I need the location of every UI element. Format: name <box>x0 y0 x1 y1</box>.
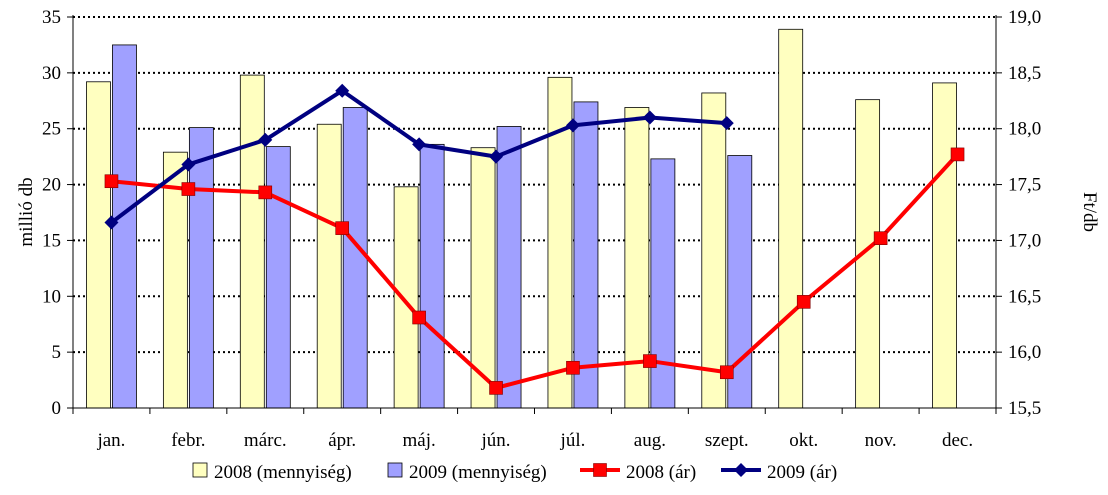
y-right-tick-label: 18,0 <box>1008 119 1041 140</box>
y-right-tick-label: 17,0 <box>1008 230 1041 251</box>
line-2-point-febr. <box>181 157 196 172</box>
y-right-tick-label: 19,0 <box>1008 7 1041 28</box>
x-tick-label: dec. <box>942 430 973 451</box>
bar-1-jan. <box>86 81 111 409</box>
x-tick-label: nov. <box>865 430 897 451</box>
y-left-tick-label: 25 <box>42 119 61 140</box>
line-1-point-júl. <box>566 360 580 375</box>
lines <box>104 83 965 395</box>
tick-labels: 0 5 10 15 20 25 30 35 15,5 16,0 16,5 17,0 17,5 18,0 18… <box>42 7 1041 451</box>
gridlines <box>73 16 996 354</box>
x-tick-label: jan. <box>96 430 125 451</box>
bar-1-ápr. <box>316 123 342 409</box>
legend-marker-1 <box>593 463 607 477</box>
bar-2-aug. <box>650 158 676 409</box>
axes <box>67 15 1002 414</box>
line-1-point-szept. <box>719 365 734 380</box>
y-right-tick-label: 16,0 <box>1008 342 1041 363</box>
line-1-point-aug. <box>643 354 657 368</box>
line-2-point-szept. <box>719 116 734 131</box>
x-tick-label: szept. <box>705 430 749 451</box>
line-1-point-nov. <box>873 231 888 245</box>
bar-2-máj. <box>419 143 445 409</box>
line-1-point-jan. <box>104 174 119 189</box>
line-2-point-júl. <box>565 118 580 133</box>
legend-label: 2008 (ár) <box>626 462 696 483</box>
bar-2-júl. <box>573 101 599 409</box>
bar-1-dec. <box>932 82 957 409</box>
bar-1-szept. <box>701 92 727 409</box>
bar-1-máj. <box>393 186 419 409</box>
x-tick-label: márc. <box>244 430 287 451</box>
x-tick-label: aug. <box>634 430 666 451</box>
line-1-point-dec. <box>950 147 965 162</box>
y-right-tick-label: 18,5 <box>1008 63 1041 84</box>
y-left-tick-label: 10 <box>42 286 61 307</box>
bar-2-jan. <box>112 44 137 409</box>
bars <box>86 28 957 409</box>
y-left-tick-label: 5 <box>52 342 62 363</box>
bar-1-okt. <box>778 28 804 409</box>
bar-2-jún. <box>496 126 522 409</box>
line-2-point-ápr. <box>335 83 350 98</box>
line-1-point-máj. <box>412 310 426 325</box>
line-1-point-okt. <box>796 295 811 309</box>
x-tick-label: febr. <box>171 430 205 451</box>
line-2-point-aug. <box>642 110 657 125</box>
legend-swatch-bar-1 <box>192 462 208 478</box>
y-right-tick-label: 15,5 <box>1008 398 1041 419</box>
x-tick-label: júl. <box>560 430 586 451</box>
y-right-tick-label: 16,5 <box>1008 286 1041 307</box>
legend-label: 2009 (ár) <box>767 462 837 483</box>
bar-1-jún. <box>470 147 496 409</box>
x-tick-label: jún. <box>481 430 511 451</box>
bar-2-ápr. <box>342 107 368 409</box>
line-2-point-máj. <box>412 137 427 152</box>
y-left-tick-label: 20 <box>42 175 61 196</box>
x-tick-label: okt. <box>789 430 818 451</box>
legend-label: 2008 (mennyiség) <box>214 462 352 483</box>
y-left-tick-label: 35 <box>42 7 61 28</box>
bar-1-márc. <box>239 74 265 409</box>
legend-marker-2 <box>734 463 748 477</box>
legend: 2008 (mennyiség) 2009 (mennyiség) 2008 (ár… <box>192 462 837 483</box>
line-1-point-márc. <box>258 185 273 200</box>
y-left-tick-label: 15 <box>42 230 61 251</box>
line-1-point-jún. <box>489 381 503 395</box>
line-2-point-jún. <box>489 149 504 164</box>
x-tick-label: ápr. <box>328 430 356 451</box>
line-1-point-ápr. <box>335 221 350 235</box>
x-tick-label: máj. <box>403 430 436 451</box>
legend-swatch-bar-2 <box>387 462 403 478</box>
line-series-1 <box>111 153 960 390</box>
y-right-tick-label: 17,5 <box>1008 175 1041 196</box>
bar-2-febr. <box>188 127 214 409</box>
line-2-point-márc. <box>258 132 273 147</box>
line-2-point-jan. <box>104 215 119 230</box>
y-axis-right-title: Ft/db <box>1079 192 1100 232</box>
y-left-tick-label: 30 <box>42 63 61 84</box>
y-left-tick-label: 0 <box>52 398 62 419</box>
legend-label: 2009 (mennyiség) <box>409 462 547 483</box>
y-axis-left-title: millió db <box>16 177 37 246</box>
line-1-point-febr. <box>181 182 196 196</box>
